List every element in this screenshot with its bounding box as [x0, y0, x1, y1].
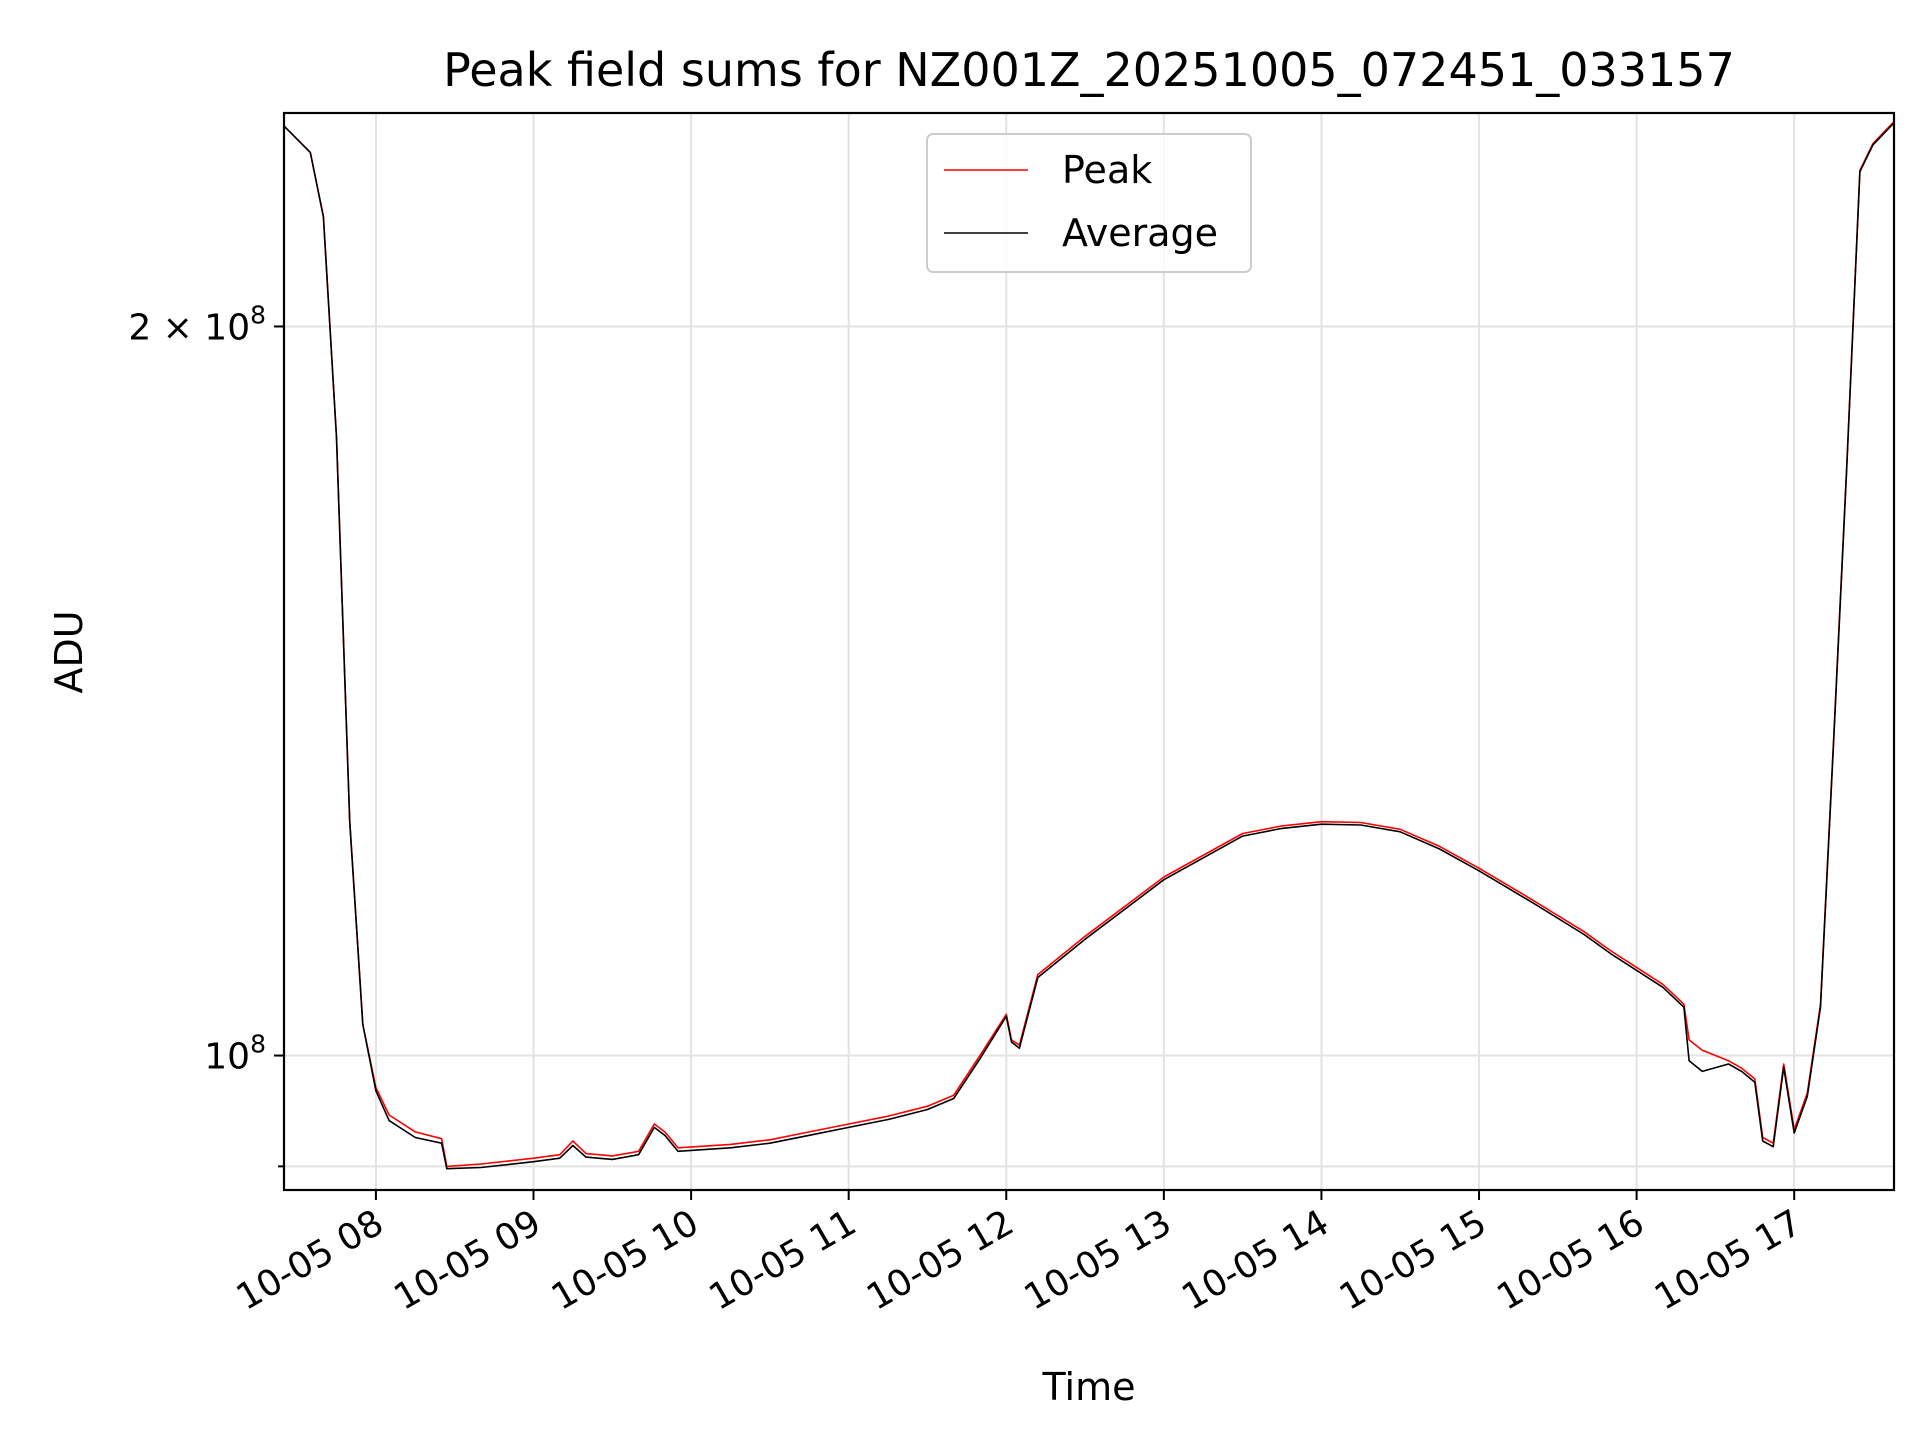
series-lines [283, 121, 1895, 1170]
y-tick-label: 108 [204, 1030, 266, 1078]
y-tick-label: 2 × 108 [128, 300, 266, 348]
x-axis-label: Time [1042, 1365, 1136, 1409]
plot-frame [282, 111, 1896, 1192]
chart-title: Peak field sums for NZ001Z_20251005_0724… [443, 43, 1735, 97]
series-line-average [283, 122, 1895, 1170]
legend: Peak Average [926, 133, 1252, 273]
legend-box [926, 133, 1252, 273]
legend-label-peak: Peak [1062, 148, 1152, 192]
y-axis-label: ADU [47, 610, 91, 693]
legend-label-average: Average [1062, 211, 1218, 255]
grid-lines [284, 113, 1894, 1190]
